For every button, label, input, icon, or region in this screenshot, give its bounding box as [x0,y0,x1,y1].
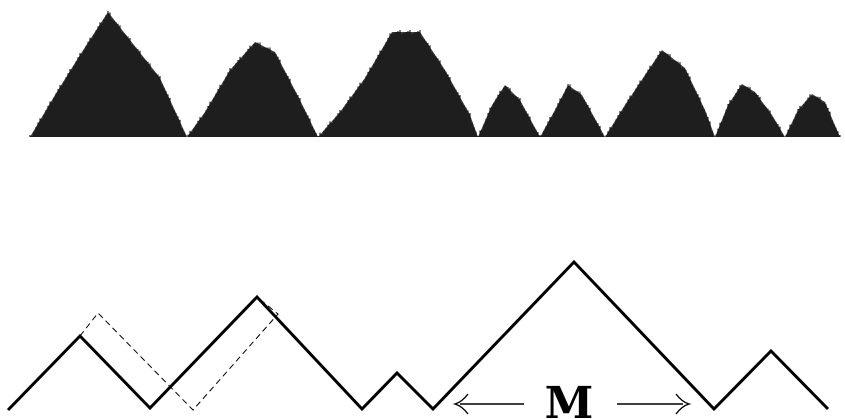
right-arrow-icon [617,393,692,415]
m-width-marker: M [452,378,692,419]
top-hatched-mountain-profile [29,11,841,137]
left-arrow-icon [452,393,524,415]
solid-mountain-path [6,259,830,412]
m-label: M [545,378,594,419]
dashed-alternate-path [79,296,279,411]
bottom-path-diagram: M [6,259,830,419]
hatch-lines [29,11,841,137]
